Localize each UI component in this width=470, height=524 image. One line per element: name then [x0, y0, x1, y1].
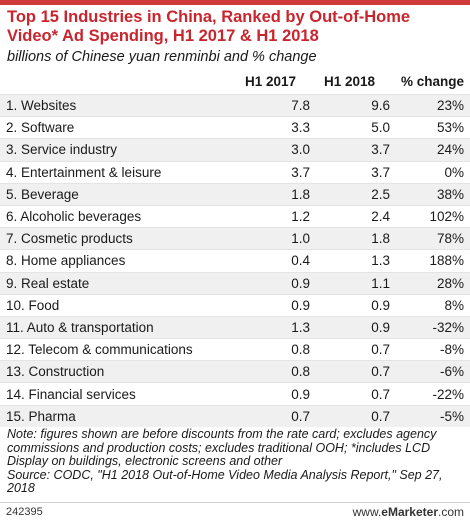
- table-body: 1. Websites 7.8 9.6 23% 2. Software 3.3 5.0 53%…: [0, 93, 470, 428]
- row-value-h1-2017: 1.8: [240, 182, 310, 206]
- table-row: 6. Alcoholic beverages 1.2 2.4 102%: [0, 204, 470, 228]
- row-value-h1-2017: 1.0: [240, 227, 310, 250]
- row-value-h1-2018: 0.7: [310, 338, 390, 361]
- data-table: 1. Websites 7.8 9.6 23% 2. Software 3.3 5.0 53%…: [0, 93, 470, 428]
- note-text: Note: figures shown are before discounts…: [7, 427, 437, 468]
- row-value-change: -6%: [390, 360, 470, 383]
- row-label: 9. Real estate: [0, 271, 240, 295]
- row-value-h1-2017: 0.4: [240, 249, 310, 272]
- row-value-h1-2017: 0.9: [240, 293, 310, 317]
- row-value-h1-2017: 1.2: [240, 204, 310, 228]
- row-value-change: -22%: [390, 382, 470, 406]
- table-row: 1. Websites 7.8 9.6 23%: [0, 93, 470, 117]
- chart-title: Top 15 Industries in China, Ranked by Ou…: [7, 8, 411, 45]
- row-value-change: -8%: [390, 338, 470, 361]
- row-value-change: 23%: [390, 93, 470, 117]
- row-value-h1-2017: 1.3: [240, 315, 310, 339]
- table-row: 8. Home appliances 0.4 1.3 188%: [0, 249, 470, 272]
- chart-subtitle: billions of Chinese yuan renminbi and % …: [7, 49, 317, 65]
- row-value-change: 38%: [390, 182, 470, 206]
- row-value-change: 102%: [390, 204, 470, 228]
- row-value-h1-2018: 0.7: [310, 360, 390, 383]
- row-value-h1-2017: 0.9: [240, 382, 310, 406]
- table-row: 15. Pharma 0.7 0.7 -5%: [0, 404, 470, 428]
- row-label: 5. Beverage: [0, 182, 240, 206]
- row-label: 4. Entertainment & leisure: [0, 160, 240, 184]
- row-label: 3. Service industry: [0, 138, 240, 162]
- row-value-change: 8%: [390, 293, 470, 317]
- row-value-h1-2017: 7.8: [240, 93, 310, 117]
- row-label: 12. Telecom & communications: [0, 338, 240, 361]
- row-value-change: 53%: [390, 116, 470, 139]
- note-and-source: Note: figures shown are before discounts…: [7, 427, 467, 496]
- table-row: 2. Software 3.3 5.0 53%: [0, 116, 470, 139]
- source-text: Source: CODC, "H1 2018 Out-of-Home Video…: [7, 467, 443, 495]
- row-value-h1-2017: 0.9: [240, 271, 310, 295]
- row-value-h1-2017: 0.8: [240, 360, 310, 383]
- row-value-change: -32%: [390, 315, 470, 339]
- table-row: 13. Construction 0.8 0.7 -6%: [0, 360, 470, 383]
- row-label: 11. Auto & transportation: [0, 315, 240, 339]
- row-label: 2. Software: [0, 116, 240, 139]
- footer-divider: [0, 502, 470, 503]
- table-row: 3. Service industry 3.0 3.7 24%: [0, 138, 470, 162]
- row-value-change: 24%: [390, 138, 470, 162]
- row-label: 6. Alcoholic beverages: [0, 204, 240, 228]
- top-accent-rule: [0, 0, 470, 5]
- row-value-change: -5%: [390, 404, 470, 428]
- row-label: 14. Financial services: [0, 382, 240, 406]
- site-brand: eMarketer: [381, 505, 438, 519]
- row-value-h1-2017: 3.3: [240, 116, 310, 139]
- row-label: 1. Websites: [0, 93, 240, 117]
- row-value-h1-2018: 2.4: [310, 204, 390, 228]
- row-value-h1-2018: 1.3: [310, 249, 390, 272]
- row-value-h1-2018: 0.7: [310, 404, 390, 428]
- table-row: 12. Telecom & communications 0.8 0.7 -8%: [0, 338, 470, 361]
- row-value-h1-2018: 3.7: [310, 160, 390, 184]
- column-header-change: % change: [400, 74, 464, 89]
- table-row: 10. Food 0.9 0.9 8%: [0, 293, 470, 317]
- row-value-h1-2018: 5.0: [310, 116, 390, 139]
- row-value-h1-2017: 0.8: [240, 338, 310, 361]
- table-row: 11. Auto & transportation 1.3 0.9 -32%: [0, 315, 470, 339]
- row-value-h1-2018: 2.5: [310, 182, 390, 206]
- column-header-h1-2017: H1 2017: [244, 74, 296, 89]
- row-value-h1-2018: 9.6: [310, 93, 390, 117]
- site-suffix: .com: [437, 505, 464, 519]
- row-value-h1-2017: 3.7: [240, 160, 310, 184]
- row-label: 7. Cosmetic products: [0, 227, 240, 250]
- row-label: 8. Home appliances: [0, 249, 240, 272]
- row-value-change: 28%: [390, 271, 470, 295]
- table-row: 9. Real estate 0.9 1.1 28%: [0, 271, 470, 295]
- table-row: 5. Beverage 1.8 2.5 38%: [0, 182, 470, 206]
- row-value-h1-2018: 0.9: [310, 293, 390, 317]
- row-label: 15. Pharma: [0, 404, 240, 428]
- row-value-h1-2018: 0.7: [310, 382, 390, 406]
- row-value-h1-2018: 1.1: [310, 271, 390, 295]
- row-value-h1-2018: 1.8: [310, 227, 390, 250]
- table-row: 7. Cosmetic products 1.0 1.8 78%: [0, 227, 470, 250]
- table-row: 14. Financial services 0.9 0.7 -22%: [0, 382, 470, 406]
- row-label: 13. Construction: [0, 360, 240, 383]
- row-value-change: 188%: [390, 249, 470, 272]
- row-value-change: 0%: [390, 160, 470, 184]
- row-value-change: 78%: [390, 227, 470, 250]
- chart-id: 242395: [6, 506, 43, 518]
- row-value-h1-2017: 0.7: [240, 404, 310, 428]
- row-label: 10. Food: [0, 293, 240, 317]
- row-value-h1-2017: 3.0: [240, 138, 310, 162]
- table-row: 4. Entertainment & leisure 3.7 3.7 0%: [0, 160, 470, 184]
- emarketer-site-link[interactable]: www.eMarketer.com: [353, 505, 464, 519]
- column-header-h1-2018: H1 2018: [323, 74, 375, 89]
- row-value-h1-2018: 0.9: [310, 315, 390, 339]
- site-prefix: www.: [352, 505, 382, 519]
- column-headers: H1 2017 H1 2018 % change: [0, 72, 470, 94]
- row-value-h1-2018: 3.7: [310, 138, 390, 162]
